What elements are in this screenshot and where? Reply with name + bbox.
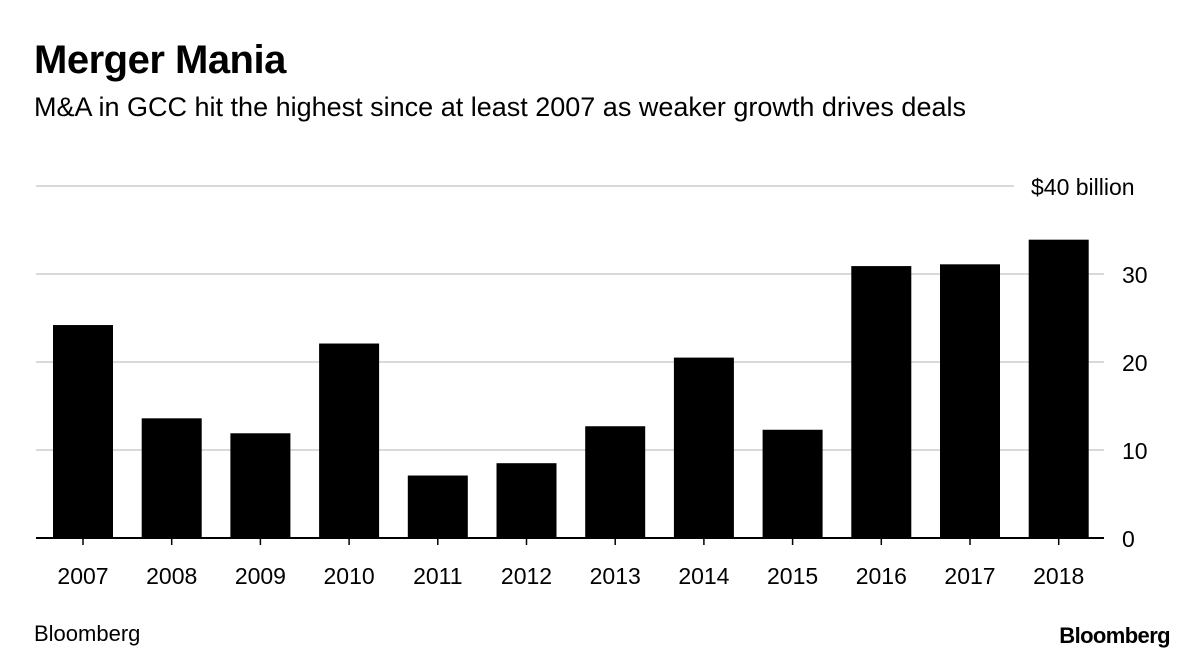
x-tick-label: 2007 bbox=[57, 563, 108, 589]
bar-2013 bbox=[585, 426, 646, 538]
x-tick-label: 2009 bbox=[235, 563, 286, 589]
bar-2014 bbox=[673, 357, 734, 538]
bars bbox=[53, 239, 1089, 538]
y-tick-label: 10 bbox=[1122, 438, 1148, 464]
x-tick-label: 2010 bbox=[324, 563, 375, 589]
bar-2007 bbox=[53, 325, 113, 538]
y-tick-label: 20 bbox=[1122, 350, 1148, 376]
bar-2016 bbox=[851, 266, 912, 538]
gridlines bbox=[36, 185, 1104, 451]
bar-2009 bbox=[230, 433, 291, 538]
y-tick-labels: 0 10 20 30 $40 billion bbox=[1031, 174, 1148, 552]
x-tick-label: 2015 bbox=[767, 563, 818, 589]
x-tick-label: 2017 bbox=[944, 563, 995, 589]
x-tick-label: 2016 bbox=[856, 563, 907, 589]
bar-2017 bbox=[940, 264, 1000, 538]
x-tick-labels: 2007 2008 2009 2010 2011 2012 2013 2014 2015 2016… bbox=[57, 538, 1084, 589]
bar-2011 bbox=[407, 475, 468, 538]
bar-2018 bbox=[1028, 239, 1089, 538]
y-tick-label: 30 bbox=[1122, 262, 1148, 288]
y-tick-label: 0 bbox=[1122, 526, 1135, 552]
chart-subtitle: M&A in GCC hit the highest since at leas… bbox=[34, 92, 966, 122]
y-tick-label: $40 billion bbox=[1031, 174, 1135, 200]
x-tick-label: 2011 bbox=[413, 563, 462, 589]
source-label: Bloomberg bbox=[34, 621, 141, 646]
bar-2012 bbox=[496, 463, 557, 538]
bar-2010 bbox=[319, 343, 380, 538]
bar-2008 bbox=[141, 418, 202, 538]
x-tick-label: 2008 bbox=[146, 563, 197, 589]
bloomberg-logo: Bloomberg bbox=[1059, 623, 1170, 648]
bar-2015 bbox=[762, 429, 823, 538]
x-tick-label: 2014 bbox=[678, 563, 729, 589]
chart-title: Merger Mania bbox=[34, 38, 286, 82]
x-tick-label: 2012 bbox=[501, 563, 552, 589]
x-tick-label: 2018 bbox=[1033, 563, 1084, 589]
x-tick-label: 2013 bbox=[590, 563, 641, 589]
